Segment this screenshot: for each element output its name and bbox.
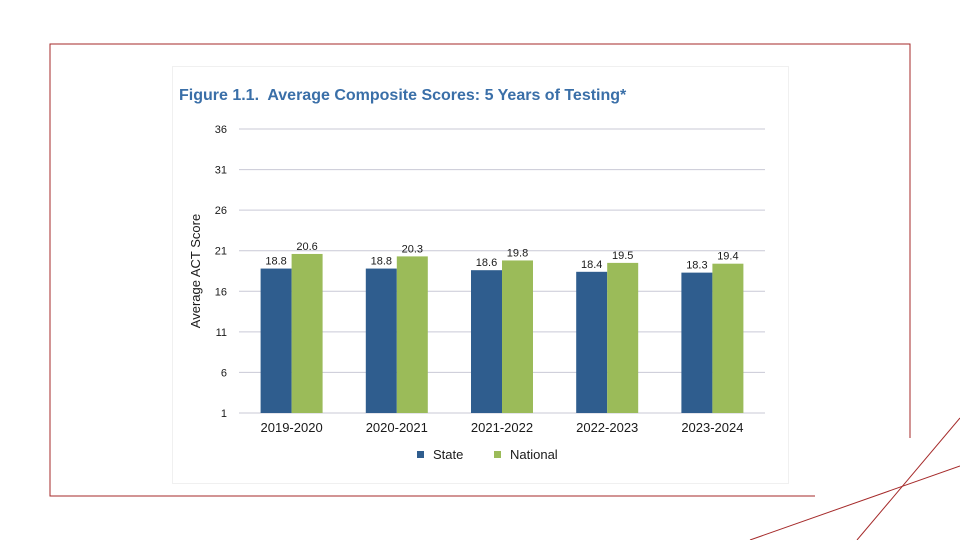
y-tick-label: 31 — [215, 165, 227, 177]
x-category-label: 2021-2022 — [471, 420, 533, 435]
bar-national — [607, 262, 639, 413]
x-category-label: 2019-2020 — [261, 420, 323, 435]
y-axis-title: Average ACT Score — [188, 214, 203, 328]
y-tick-label: 16 — [215, 286, 227, 298]
bar-national — [396, 256, 428, 413]
data-label-state: 18.8 — [371, 256, 392, 268]
legend-label-national: National — [510, 447, 558, 462]
bar-state — [681, 272, 713, 413]
bar-state — [260, 268, 292, 413]
bar-national — [502, 260, 533, 413]
data-label-national: 20.3 — [402, 243, 423, 255]
y-tick-label: 6 — [221, 367, 227, 379]
bar-national — [291, 253, 323, 413]
y-tick-label: 36 — [215, 124, 227, 136]
y-tick-label: 26 — [215, 205, 227, 217]
bar-state — [471, 270, 502, 413]
x-category-label: 2023-2024 — [681, 420, 743, 435]
x-category-label: 2020-2021 — [366, 420, 428, 435]
chart-title: Figure 1.1. Average Composite Scores: 5 … — [179, 87, 627, 104]
data-label-national: 19.5 — [612, 250, 633, 262]
y-tick-label: 11 — [216, 327, 227, 339]
decorative-line-2 — [856, 417, 960, 540]
chart-panel: 1 6 11 16 21 26 31 36 Average ACT Score 18.8 20.6 2… — [172, 66, 789, 484]
decorative-line-1 — [749, 465, 960, 540]
x-category-label: 2022-2023 — [576, 420, 638, 435]
bar-national — [712, 263, 744, 413]
legend-label-state: State — [433, 447, 463, 462]
legend-swatch-state — [417, 451, 424, 458]
data-label-state: 18.8 — [265, 256, 286, 268]
bar-state — [576, 271, 608, 413]
bar-state — [365, 268, 397, 413]
data-label-state: 18.4 — [581, 259, 602, 271]
frame-border — [49, 43, 911, 497]
data-label-national: 20.6 — [296, 241, 317, 253]
legend-swatch-national — [494, 451, 501, 458]
y-tick-label: 1 — [221, 408, 227, 420]
data-label-state: 18.3 — [686, 260, 707, 272]
data-label-national: 19.4 — [717, 251, 738, 263]
data-label-state: 18.6 — [476, 257, 497, 269]
data-label-national: 19.8 — [507, 247, 528, 259]
y-tick-label: 21 — [215, 246, 227, 258]
